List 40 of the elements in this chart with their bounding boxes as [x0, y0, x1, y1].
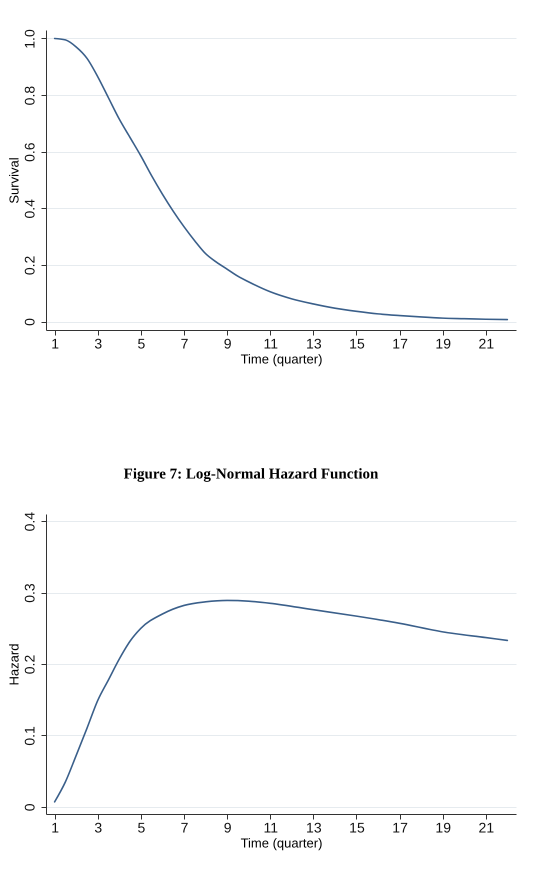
x-tick-label: 19 — [435, 820, 452, 836]
x-tick-label: 17 — [392, 820, 408, 836]
x-tick-label: 21 — [478, 820, 494, 836]
x-tick-label: 5 — [137, 820, 146, 836]
line-series — [54, 600, 508, 803]
y-tick-label: 0.6 — [22, 142, 38, 162]
x-tick-label: 21 — [478, 336, 494, 352]
y-tick-label: 0.2 — [22, 255, 38, 276]
y-tick-label: 0.1 — [22, 726, 38, 746]
x-tick-label: 17 — [392, 336, 408, 352]
x-tick-label: 1 — [51, 336, 60, 352]
x-axis-title: Time (quarter) — [240, 352, 322, 366]
x-tick-label: 9 — [224, 820, 232, 836]
x-tick-label: 9 — [224, 336, 232, 352]
y-tick-label: 0.4 — [22, 512, 38, 532]
x-tick-label: 13 — [306, 336, 322, 352]
y-tick-label: 0.3 — [22, 583, 38, 603]
x-tick-label: 11 — [263, 336, 278, 352]
line-series — [54, 38, 508, 320]
x-tick-label: 11 — [263, 820, 278, 836]
x-tick-label: 1 — [51, 820, 60, 836]
x-tick-label: 19 — [435, 336, 452, 352]
x-axis-title: Time (quarter) — [240, 836, 322, 850]
chart-title: Figure 7: Log-Normal Hazard Function — [124, 466, 380, 482]
x-tick-label: 3 — [94, 820, 102, 836]
y-axis-title: Survival — [6, 157, 22, 204]
y-tick-label: 0.8 — [22, 86, 38, 106]
y-tick-label: 0 — [22, 803, 38, 812]
x-tick-label: 13 — [306, 820, 322, 836]
y-axis-title: Hazard — [6, 644, 22, 686]
x-tick-label: 15 — [349, 336, 365, 352]
y-tick-label: 0 — [22, 318, 38, 326]
y-tick-label: 0.2 — [22, 654, 38, 674]
x-tick-label: 7 — [180, 336, 189, 352]
x-tick-label: 5 — [137, 336, 146, 352]
y-tick-label: 0.4 — [22, 198, 38, 219]
x-tick-label: 3 — [94, 336, 102, 352]
x-tick-label: 15 — [349, 820, 365, 836]
x-tick-label: 7 — [180, 820, 189, 836]
y-tick-label: 1.0 — [22, 29, 38, 49]
